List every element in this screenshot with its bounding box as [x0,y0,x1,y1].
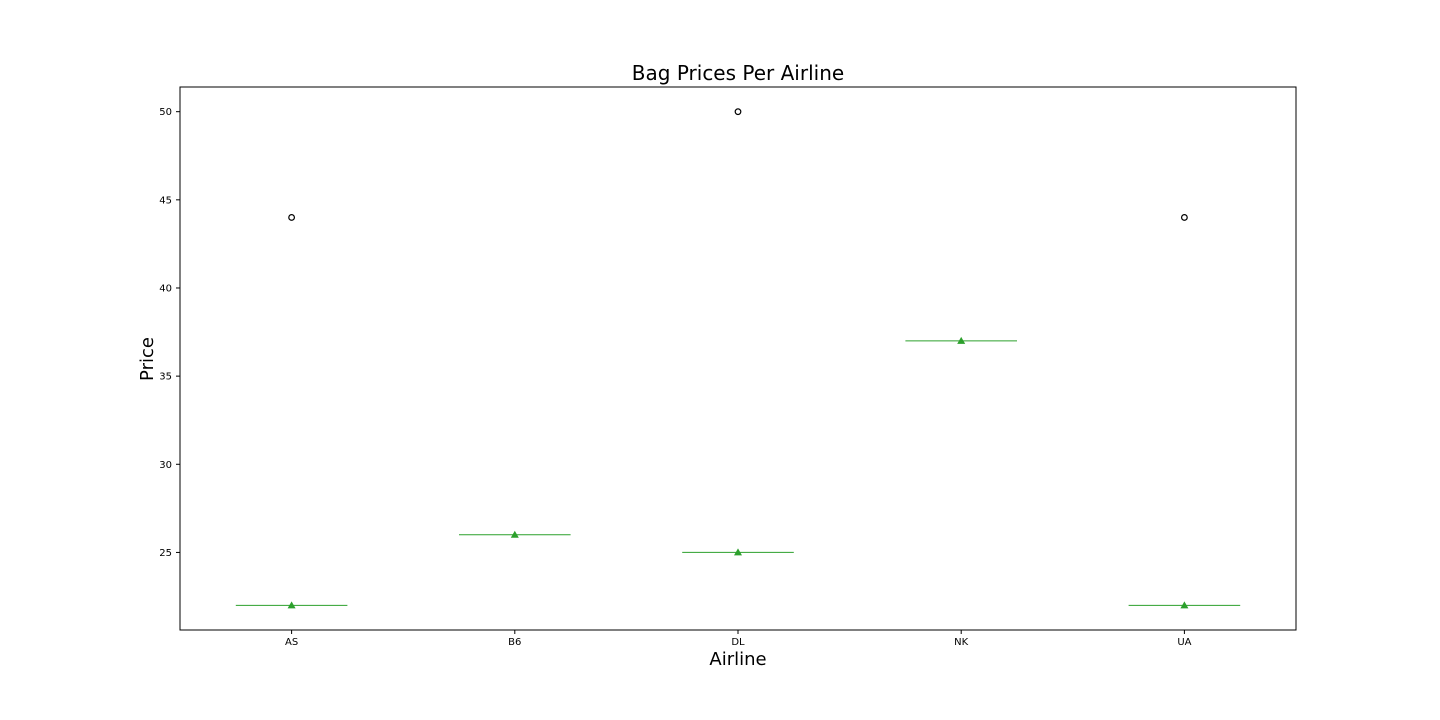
mean-marker [1180,601,1189,609]
mean-marker [287,601,296,609]
y-tick-label: 30 [159,460,172,471]
mean-marker [734,548,742,556]
y-tick-label: 50 [159,107,172,118]
outlier-point [1180,214,1188,221]
box-ua [1128,214,1241,609]
y-axis: 25 30 35 40 45 50 [159,107,180,559]
chart-title: Bag Prices Per Airline [632,61,844,85]
x-tick-label: DL [731,637,745,648]
box-dl [682,108,794,556]
x-tick-label: AS [285,637,298,648]
box-b6 [459,530,571,538]
plot-area [235,108,1241,609]
outlier-point [734,108,742,116]
y-tick-label: 25 [159,548,172,559]
x-tick-label: UA [1177,637,1191,648]
y-tick-label: 35 [159,372,172,383]
y-tick-label: 45 [159,195,172,206]
y-tick-label: 40 [159,283,172,294]
box-nk [905,336,1017,344]
y-axis-label: Price [137,337,158,381]
box-as [235,214,348,609]
x-tick-label: NK [954,637,968,648]
mean-marker [957,336,966,344]
mean-marker [510,530,519,538]
x-axis: AS B6 DL NK UA [285,630,1192,648]
x-axis-label: Airline [709,649,766,670]
x-tick-label: B6 [508,637,521,648]
outlier-point [288,214,296,221]
